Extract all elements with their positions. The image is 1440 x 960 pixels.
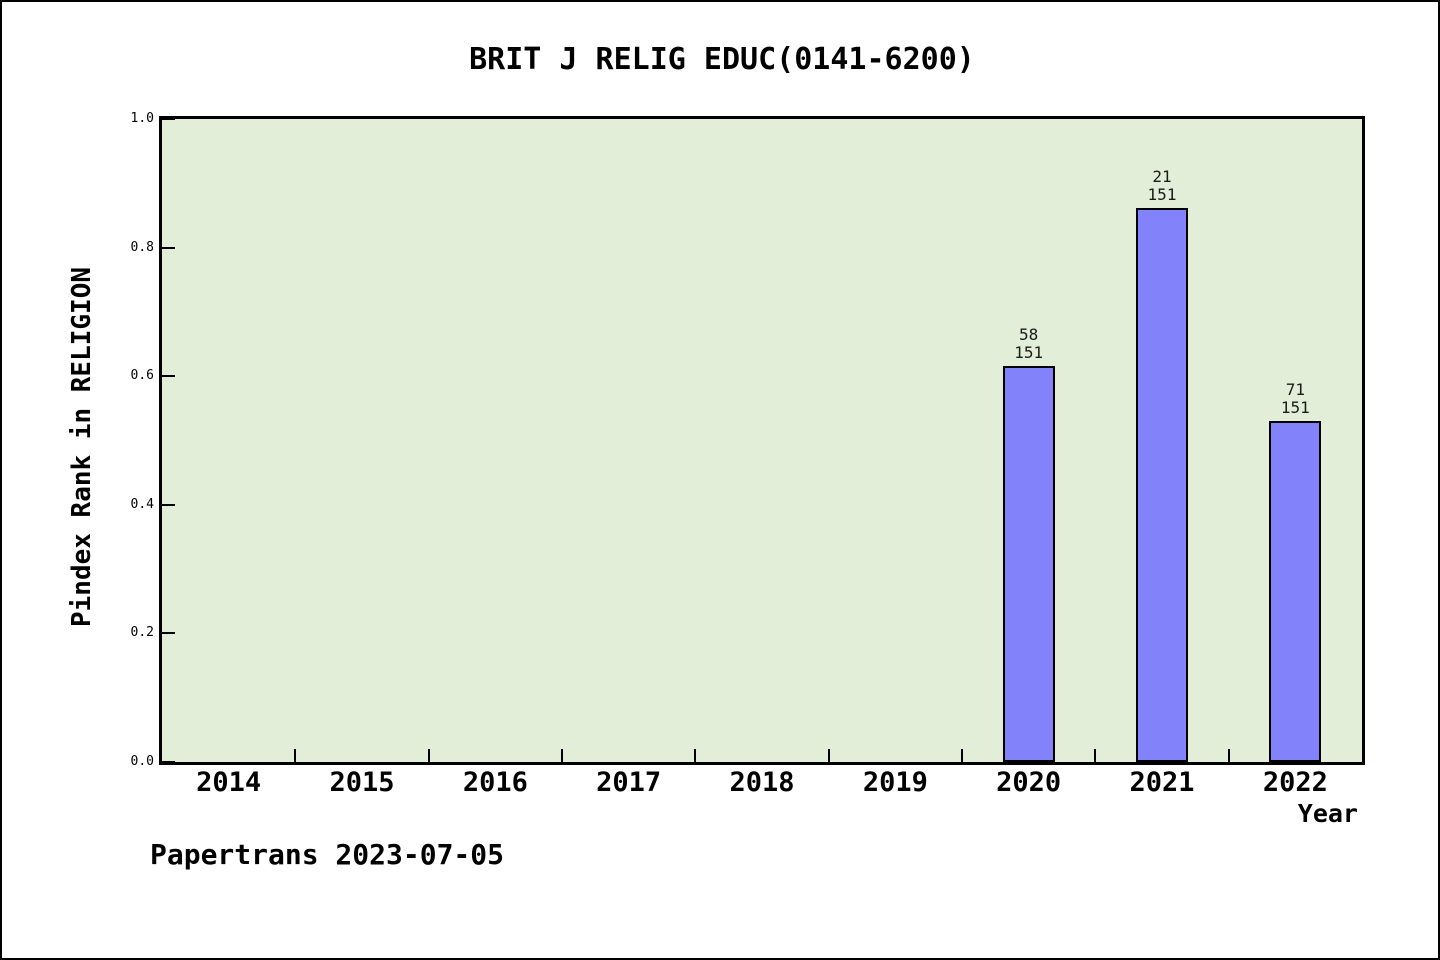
chart-title: BRIT J RELIG EDUC(0141-6200) — [469, 42, 975, 77]
x-axis-tick — [694, 749, 697, 762]
y-axis-tick — [162, 118, 175, 120]
x-category-label: 2017 — [596, 767, 662, 798]
y-axis-label: Pindex Rank in RELIGION — [67, 266, 97, 628]
x-axis-tick — [427, 749, 430, 762]
x-axis-tick — [561, 749, 563, 762]
y-axis-tick — [162, 761, 175, 763]
bar-value-label-line: 151 — [1147, 185, 1177, 205]
y-axis-tick — [162, 503, 175, 506]
x-axis-tick — [294, 749, 297, 762]
y-axis-tick — [162, 246, 175, 249]
footer-credit: Papertrans 2023-07-05 — [150, 838, 505, 871]
x-axis-tick — [827, 749, 830, 762]
x-axis-tick — [1094, 749, 1097, 762]
y-axis-tick — [162, 375, 175, 378]
bar-value-label: 58 151 — [984, 324, 1074, 362]
bar-value-label: 21 151 — [1117, 168, 1207, 204]
y-axis-tick — [162, 632, 175, 635]
x-category-label: 2020 — [996, 767, 1062, 798]
bar — [1269, 421, 1322, 762]
y-tick-label: 0.6 — [130, 368, 154, 384]
bar-value-label-line: 71 — [1285, 380, 1305, 400]
y-tick-label: 0.2 — [130, 625, 154, 641]
y-tick-label: 1.0 — [130, 111, 154, 126]
x-category-label: 2015 — [329, 767, 395, 798]
x-axis-tick — [961, 749, 963, 762]
x-category-label: 2019 — [862, 767, 928, 798]
x-category-label: 2018 — [729, 767, 795, 798]
bar — [1136, 208, 1188, 762]
x-axis-tick — [1227, 749, 1230, 762]
bar-value-label-line: 151 — [1014, 342, 1044, 362]
y-tick-label: 0.8 — [130, 239, 154, 255]
x-category-label: 2014 — [196, 767, 262, 798]
bar-value-label-line: 151 — [1280, 398, 1310, 418]
x-category-label: 2022 — [1262, 767, 1328, 798]
x-category-label: 2016 — [462, 767, 528, 798]
y-tick-label: 0.4 — [130, 496, 154, 512]
bar — [1002, 365, 1055, 762]
y-tick-label: 0.0 — [130, 754, 154, 769]
bar-value-label: 71 151 — [1250, 381, 1340, 417]
x-category-label: 2021 — [1129, 767, 1195, 798]
bar-value-label-line: 58 — [1019, 324, 1039, 344]
x-axis-label: Year — [1297, 799, 1358, 828]
bar-value-label-line: 21 — [1152, 167, 1172, 187]
